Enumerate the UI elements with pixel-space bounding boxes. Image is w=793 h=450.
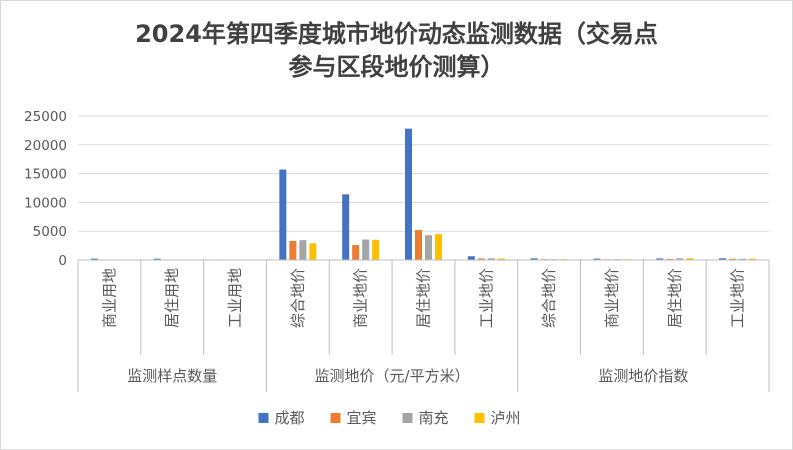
bar-泸州 — [372, 239, 380, 260]
bar-宜宾 — [477, 258, 485, 260]
bar-南充 — [299, 240, 307, 260]
category-label: 商业地价 — [603, 268, 621, 328]
bar-宜宾 — [415, 230, 422, 260]
bar-成都 — [719, 258, 727, 260]
bar-成都 — [342, 194, 350, 260]
bar-南充 — [739, 258, 747, 260]
y-tick-label: 15000 — [24, 167, 67, 183]
bar-南充 — [362, 239, 370, 260]
bar-泸州 — [309, 243, 317, 260]
category-label: 工业用地 — [226, 268, 244, 328]
bar-南充 — [425, 235, 432, 260]
bar-成都 — [279, 169, 287, 260]
chart-title-line-2: 参与区段地价测算） — [288, 53, 505, 81]
bar-南充 — [676, 258, 684, 260]
bar-成都 — [405, 128, 412, 260]
bar-泸州 — [686, 258, 694, 260]
bar-南充 — [487, 258, 495, 260]
bar-成都 — [153, 258, 161, 260]
chart-title: 2024年第四季度城市地价动态监测数据（交易点 参与区段地价测算） — [0, 18, 793, 84]
y-tick-label: 25000 — [24, 109, 67, 125]
bar-泸州 — [749, 258, 757, 260]
legend-label: 南充 — [419, 409, 449, 427]
category-label: 商业地价 — [352, 268, 370, 328]
group-label: 监测地价（元/平方米） — [315, 367, 470, 385]
bar-成都 — [467, 256, 475, 260]
legend-swatch-泸州 — [474, 413, 485, 423]
bar-成都 — [90, 258, 98, 260]
category-label: 居住用地 — [163, 268, 181, 328]
y-tick-label: 0 — [58, 253, 67, 269]
category-label: 综合地价 — [289, 268, 307, 328]
group-label: 监测地价指数 — [598, 367, 688, 385]
category-label: 居住地价 — [415, 268, 433, 328]
bar-宜宾 — [666, 258, 674, 260]
category-label: 居住地价 — [666, 268, 684, 328]
group-label: 监测样点数量 — [127, 367, 217, 385]
bar-宜宾 — [729, 258, 737, 260]
legend-swatch-成都 — [258, 413, 269, 423]
bar-成都 — [593, 258, 601, 260]
category-label: 综合地价 — [540, 268, 558, 328]
legend-swatch-宜宾 — [330, 413, 341, 423]
bar-宜宾 — [352, 245, 360, 260]
y-tick-label: 5000 — [33, 224, 67, 240]
bar-泸州 — [435, 234, 442, 260]
legend-label: 宜宾 — [347, 409, 377, 427]
y-tick-label: 10000 — [24, 195, 67, 211]
bar-成都 — [530, 258, 538, 260]
bar-宜宾 — [289, 240, 297, 260]
category-label: 商业用地 — [100, 268, 118, 328]
chart-title-line-1: 2024年第四季度城市地价动态监测数据（交易点 — [135, 20, 658, 48]
legend-swatch-南充 — [402, 413, 413, 423]
category-label: 工业地价 — [729, 268, 747, 328]
legend-label: 成都 — [275, 409, 305, 427]
y-tick-label: 20000 — [24, 138, 67, 154]
legend-label: 泸州 — [491, 409, 521, 427]
bar-泸州 — [497, 258, 505, 260]
category-label: 工业地价 — [477, 268, 495, 328]
bar-成都 — [656, 258, 664, 260]
